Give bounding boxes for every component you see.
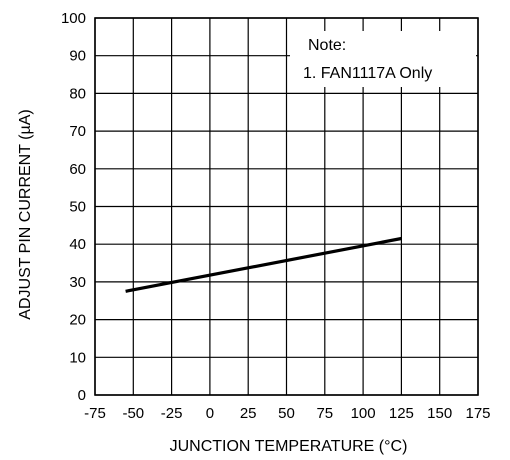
note-box [290,31,476,87]
note-title: Note: [308,37,346,54]
x-tick-label: 0 [206,405,214,422]
y-tick-label: 20 [69,312,86,329]
y-tick-label: 30 [69,274,86,291]
y-tick-label: 10 [69,349,86,366]
x-tick-label: -75 [84,405,106,422]
x-tick-label: 75 [316,405,333,422]
note-text: 1. FAN1117A Only [303,65,432,82]
plot-frame [94,17,479,396]
x-tick-label: 25 [240,405,257,422]
series-layer [125,236,402,293]
y-tick-label: 60 [69,161,86,178]
series-line [125,236,402,293]
y-axis-title: ADJUST PIN CURRENT (µA) [17,109,34,319]
y-tick-label: 70 [69,123,86,140]
y-tick-label: 0 [78,387,86,404]
x-tick-label: 150 [427,405,452,422]
x-tick-label: 125 [389,405,414,422]
x-tick-label: 50 [278,405,295,422]
x-tick-labels: -75 -50 -25 0 25 50 75 100 125 150 175 [84,405,490,422]
x-axis-title: JUNCTION TEMPERATURE (°C) [170,438,408,455]
y-tick-label: 50 [69,199,86,216]
x-tick-label: 100 [351,405,376,422]
y-tick-label: 100 [61,10,86,27]
y-tick-label: 80 [69,85,86,102]
x-tick-label: -25 [161,405,183,422]
y-tick-label: 90 [69,48,86,65]
x-tick-label: 175 [465,405,490,422]
y-tick-labels: 0 10 20 30 40 50 60 70 80 90 100 [61,10,86,404]
y-tick-label: 40 [69,236,86,253]
x-tick-label: -50 [122,405,144,422]
